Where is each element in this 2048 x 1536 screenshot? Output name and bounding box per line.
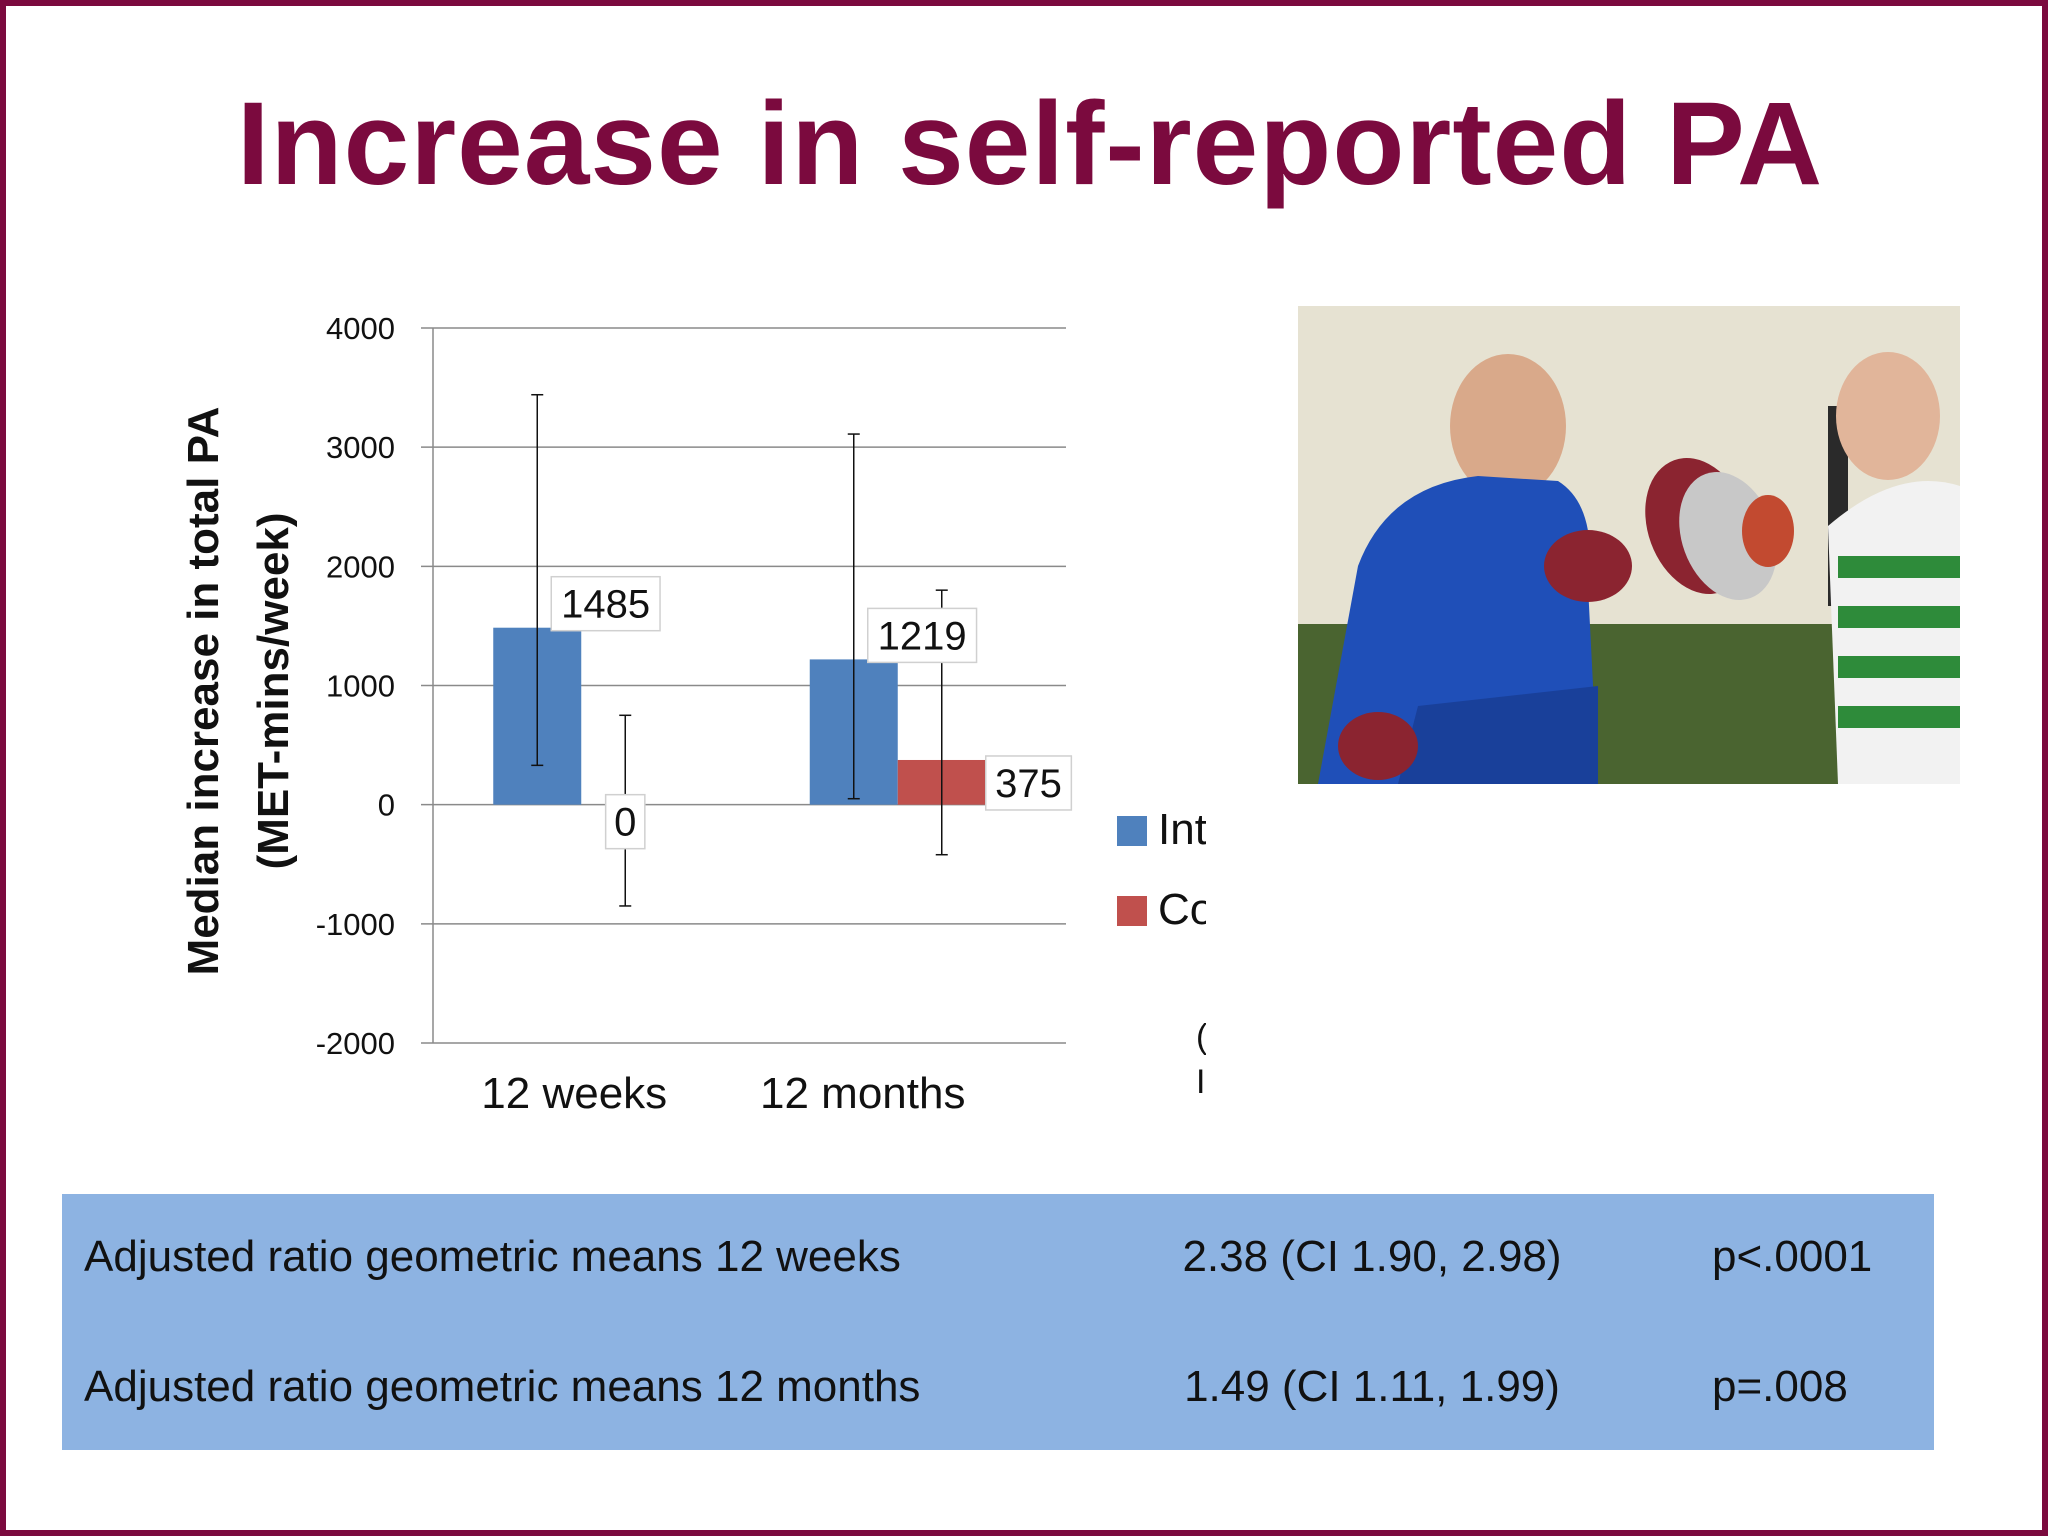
legend-swatch-comparison [1117, 896, 1147, 926]
data-label-box [550, 575, 661, 632]
data-label: 0 [614, 801, 636, 845]
y-tick-label: 1000 [326, 669, 395, 704]
y-tick-label: 3000 [326, 430, 395, 465]
stats-label: Adjusted ratio geometric means 12 months [84, 1362, 921, 1411]
stats-row: Adjusted ratio geometric means 12 weeks … [62, 1232, 1934, 1292]
stats-row: Adjusted ratio geometric means 12 months… [62, 1362, 1934, 1422]
legend-label-comparison: Comparison [1158, 885, 1206, 934]
stats-p-value: p<.0001 [1712, 1232, 1873, 1281]
data-label: 375 [995, 762, 1062, 806]
error-bar-note-line1: (Error bars represent [1196, 1018, 1206, 1056]
stats-p-value: p=.008 [1712, 1362, 1848, 1411]
y-tick-label: -1000 [316, 907, 395, 942]
x-tick-label: 12 months [760, 1069, 965, 1118]
y-axis-label-line2: (MET-mins/week) [249, 513, 298, 870]
data-label-box [985, 755, 1073, 811]
slide-title: Increase in self-reported PA [236, 78, 1824, 210]
x-tick-label: 12 weeks [481, 1069, 667, 1118]
stats-ci: 2.38 (CI 1.90, 2.98) [1182, 1232, 1562, 1281]
y-tick-label: 4000 [326, 311, 395, 346]
legend-swatch-intervention [1117, 816, 1147, 846]
data-label-box [867, 607, 978, 664]
chart-labels: 12 weeks 1485 0 12 months 1219 375 [481, 575, 1073, 1118]
data-label: 1485 [561, 583, 650, 627]
stats-label: Adjusted ratio geometric means 12 weeks [84, 1232, 901, 1281]
data-label-box [604, 793, 646, 850]
y-tick-label: -2000 [316, 1026, 395, 1061]
y-axis-label-line1: Median increase in total PA [179, 407, 228, 976]
chart-grid: 4000 3000 2000 1000 0 -1000 -2000 [316, 311, 1066, 1061]
chart-legend: Intervention Comparison [1117, 805, 1206, 934]
error-bar-note-line2: IQ range) [1196, 1063, 1206, 1101]
legend-label-intervention: Intervention [1158, 805, 1206, 854]
data-label: 1219 [878, 614, 967, 658]
y-tick-label: 2000 [326, 549, 395, 584]
boxing-photo-icon [1298, 306, 1960, 784]
stats-ci: 1.49 (CI 1.11, 1.99) [1184, 1362, 1560, 1411]
chart-bars [493, 393, 986, 907]
bar-chart: 4000 3000 2000 1000 0 -1000 -2000 12 weeks 1485… [179, 311, 1206, 1118]
stats-table: Adjusted ratio geometric means 12 weeks … [62, 1194, 1934, 1450]
y-tick-label: 0 [378, 788, 395, 823]
